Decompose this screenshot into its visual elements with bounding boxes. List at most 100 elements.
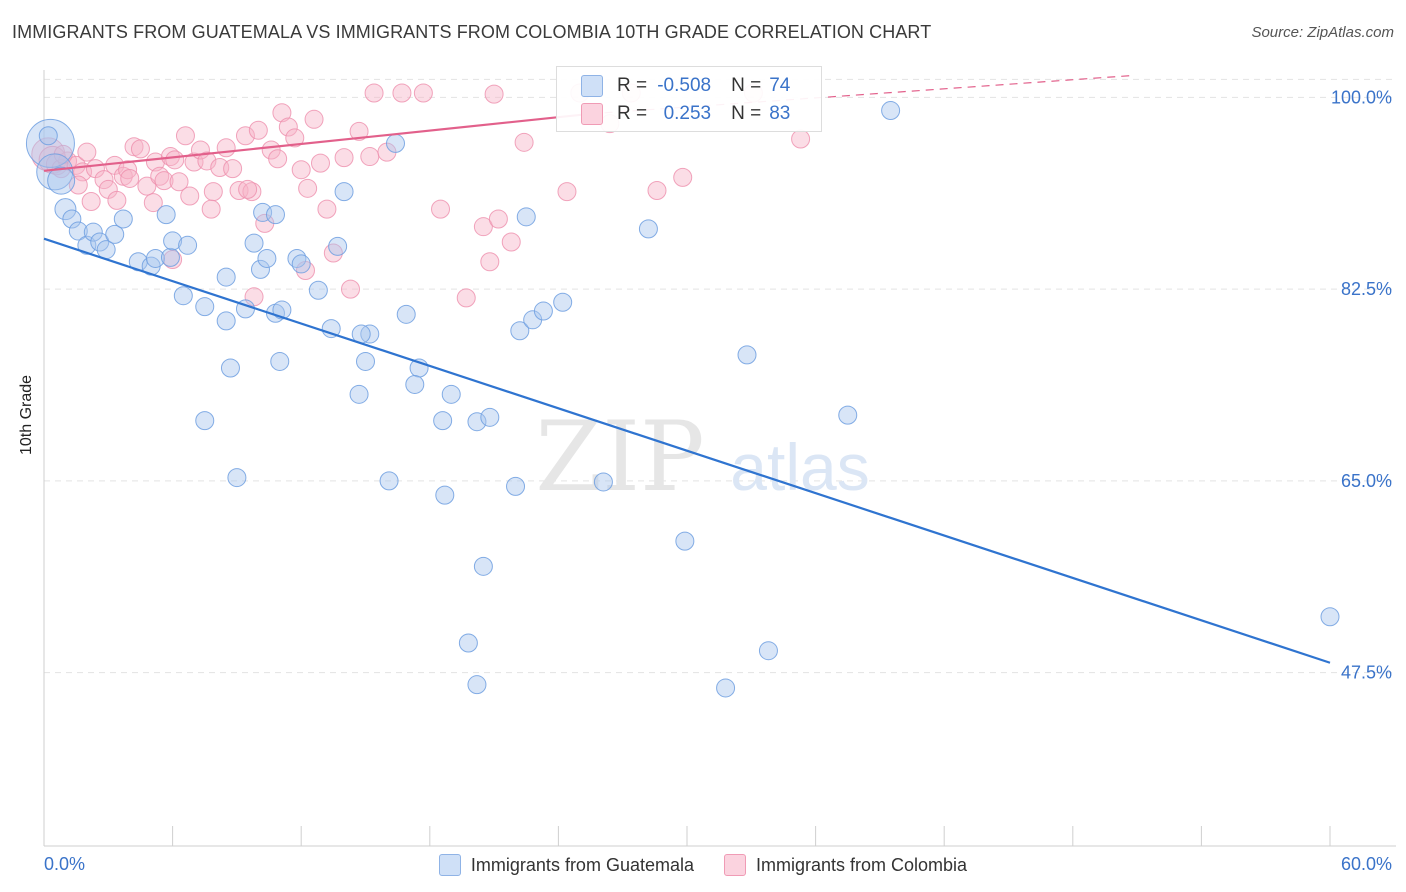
guatemala-point	[257, 248, 277, 268]
colombia-trend-line	[43, 112, 591, 172]
legend-item-guatemala[interactable]: Immigrants from Guatemala	[438, 854, 694, 876]
guatemala-point	[716, 678, 736, 698]
colombia-point	[304, 109, 324, 129]
legend-label-guatemala: Immigrants from Guatemala	[470, 854, 694, 875]
colombia-point	[154, 171, 174, 191]
guatemala-point	[838, 405, 858, 425]
guatemala-point	[433, 411, 453, 431]
series-legend: Immigrants from Guatemala Immigrants fro…	[0, 850, 1406, 880]
guatemala-point	[220, 358, 240, 378]
guatemala-point	[250, 259, 270, 279]
guatemala-point	[1320, 607, 1340, 627]
chart-title: IMMIGRANTS FROM GUATEMALA VS IMMIGRANTS …	[12, 22, 932, 42]
colombia-point	[431, 199, 451, 219]
colombia-point	[175, 126, 195, 146]
colombia-point	[360, 147, 380, 167]
guatemala-point	[90, 232, 110, 252]
colombia-point	[235, 126, 255, 146]
guatemala-point	[349, 384, 369, 404]
watermark: ZIP atlas	[535, 401, 869, 513]
guatemala-point	[510, 321, 530, 341]
colombia-point	[130, 139, 150, 159]
guatemala-point	[145, 248, 165, 268]
guatemala-point	[244, 233, 264, 253]
n-label: N =	[731, 75, 762, 96]
guatemala-point	[291, 254, 311, 274]
guatemala-point	[593, 472, 613, 492]
guatemala-point	[881, 101, 901, 121]
r-value-guatemala: -0.508	[657, 75, 712, 96]
guatemala-point	[272, 300, 292, 320]
colombia-point	[137, 176, 157, 196]
guatemala-point	[379, 471, 399, 491]
y-tick-label: 82.5%	[1341, 279, 1392, 299]
guatemala-point	[516, 207, 536, 227]
colombia-point	[334, 148, 354, 168]
guatemala-point	[386, 133, 406, 153]
colombia-point	[298, 178, 318, 198]
colombia-point	[248, 120, 268, 140]
colombia-point	[278, 117, 298, 137]
grid-lines	[44, 78, 1396, 674]
colombia-point	[673, 167, 693, 187]
colombia-point	[77, 142, 97, 162]
colombia-point	[201, 199, 221, 219]
colombia-point	[310, 153, 330, 173]
guatemala-point	[113, 209, 133, 229]
guatemala-point	[156, 205, 176, 225]
colombia-point	[484, 84, 504, 104]
guatemala-point	[38, 126, 58, 146]
colombia-point	[238, 179, 258, 199]
legend-swatch-colombia	[724, 854, 746, 876]
guatemala-point	[265, 205, 285, 225]
guatemala-point	[441, 384, 461, 404]
y-tick-label: 65.0%	[1341, 471, 1392, 491]
guatemala-point	[473, 556, 493, 576]
colombia-point	[480, 252, 500, 272]
x-tick-label-max: 60.0%	[1341, 854, 1392, 874]
r-value-colombia: 0.253	[663, 103, 712, 124]
guatemala-point	[405, 374, 425, 394]
r-label: R =	[617, 103, 648, 124]
source-label: Source: ZipAtlas.com	[1251, 24, 1394, 41]
guatemala-point	[105, 224, 125, 244]
guatemala-points	[25, 101, 1340, 698]
x-tick-label-min: 0.0%	[44, 854, 85, 874]
legend-label-colombia: Immigrants from Colombia	[756, 854, 968, 875]
guatemala-point	[467, 675, 487, 695]
stats-legend: R = -0.508 N = 74 R = 0.253 N = 83	[556, 66, 822, 132]
n-label: N =	[731, 103, 762, 124]
colombia-point	[557, 182, 577, 202]
colombia-point	[392, 83, 412, 103]
colombia-point	[180, 186, 200, 206]
colombia-point	[145, 152, 165, 172]
colombia-point	[317, 199, 337, 219]
guatemala-point	[458, 633, 478, 653]
colombia-point	[143, 193, 163, 213]
colombia-point	[340, 279, 360, 299]
y-tick-label: 47.5%	[1341, 663, 1392, 683]
guatemala-swatch	[581, 75, 603, 97]
guatemala-point	[435, 485, 455, 505]
guatemala-point	[553, 292, 573, 312]
colombia-point	[473, 217, 493, 237]
colombia-point	[514, 132, 534, 152]
colombia-point	[68, 175, 88, 195]
guatemala-point	[308, 280, 328, 300]
colombia-swatch	[581, 103, 603, 125]
guatemala-point	[334, 182, 354, 202]
guatemala-point	[506, 476, 526, 496]
legend-item-colombia[interactable]: Immigrants from Colombia	[724, 854, 967, 876]
guatemala-point	[675, 531, 695, 551]
guatemala-point	[227, 468, 247, 488]
guatemala-point	[467, 412, 487, 432]
guatemala-point	[163, 231, 183, 251]
axes	[43, 70, 1396, 847]
legend-swatch-guatemala	[438, 854, 461, 876]
n-value-colombia: 83	[769, 103, 791, 124]
colombia-point	[94, 170, 114, 190]
guatemala-point	[270, 351, 290, 371]
colombia-point	[268, 149, 288, 169]
guatemala-point	[173, 286, 193, 306]
guatemala-point	[216, 267, 236, 287]
